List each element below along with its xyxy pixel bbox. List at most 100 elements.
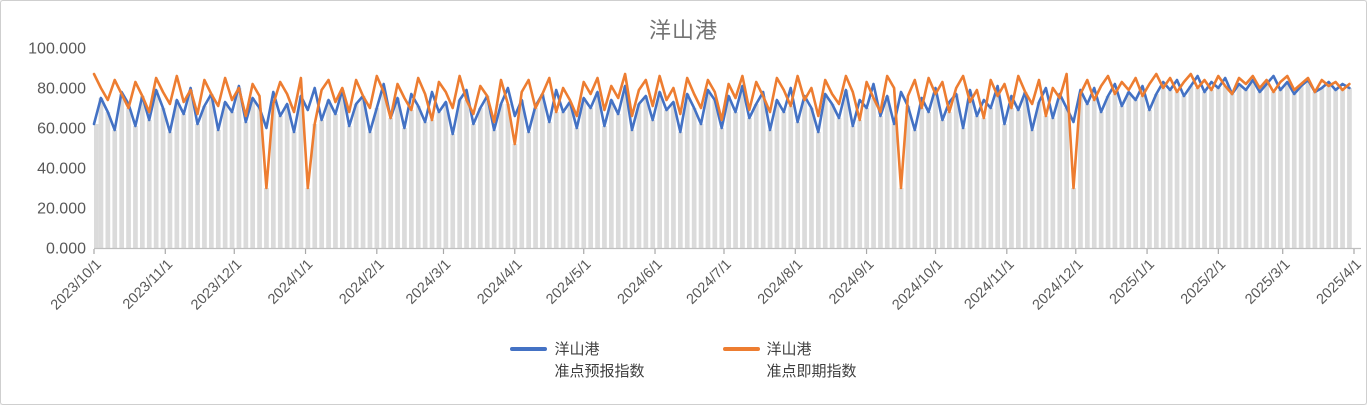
- x-tick-label: 2024/3/1: [403, 257, 454, 308]
- x-tick-label: 2024/10/1: [889, 257, 946, 314]
- drop-line-bar: [305, 188, 311, 248]
- drop-line-bar: [1298, 86, 1304, 248]
- drop-line-bar: [381, 92, 387, 248]
- drop-line-bar: [1216, 88, 1221, 248]
- legend-label-line1: 洋山港: [554, 341, 600, 358]
- drop-line-bar: [1009, 108, 1014, 248]
- drop-line-bar: [995, 96, 1000, 248]
- drop-line-bar: [1078, 94, 1083, 248]
- drop-line-bar: [581, 98, 587, 248]
- drop-line-bar: [1016, 110, 1021, 248]
- drop-line-bar: [560, 112, 566, 248]
- x-tick-label: 2024/2/1: [336, 257, 387, 308]
- drop-line-bar: [705, 90, 711, 248]
- drop-line-bar: [526, 132, 531, 248]
- drop-line-bar: [209, 94, 214, 248]
- drop-line-bar: [1167, 90, 1173, 248]
- drop-line-bar: [981, 118, 987, 248]
- drop-line-bar: [871, 98, 876, 248]
- drop-line-bar: [843, 90, 849, 248]
- drop-line-bar: [277, 116, 283, 248]
- drop-line-bar: [760, 96, 766, 248]
- drop-line-bar: [153, 90, 159, 248]
- drop-line-bar: [733, 112, 738, 248]
- legend-label-line1: 洋山港: [766, 341, 812, 358]
- drop-line-bar: [174, 100, 180, 248]
- drop-line-bar: [1319, 88, 1325, 248]
- drop-line-bar: [740, 86, 745, 248]
- drop-line-bar: [1312, 92, 1318, 248]
- y-tick-label: 100.000: [28, 41, 86, 58]
- drop-line-bar: [553, 112, 559, 248]
- drop-line-bar: [609, 100, 614, 248]
- legend: 洋山港 准点预报指数 洋山港 准点即期指数: [1, 339, 1366, 383]
- drop-line-bar: [215, 130, 221, 248]
- drop-line-bar: [774, 100, 780, 248]
- drop-line-bar: [1326, 86, 1332, 248]
- drop-line-bar: [850, 126, 856, 248]
- drop-line-bar: [1181, 96, 1187, 248]
- drop-line-bar: [1188, 86, 1194, 248]
- drop-line-bar: [1112, 94, 1118, 248]
- drop-line-bar: [905, 106, 911, 248]
- drop-line-bar: [160, 108, 166, 248]
- drop-line-bar: [140, 96, 145, 248]
- y-tick-label: 60.000: [37, 121, 86, 138]
- drop-line-bar: [802, 100, 807, 248]
- drop-line-bar: [533, 108, 538, 248]
- drop-line-bar: [891, 124, 897, 248]
- drop-line-bar: [1098, 112, 1104, 248]
- drop-line-bar: [505, 104, 511, 248]
- drop-line-bar: [574, 128, 580, 248]
- x-tick-label: 2025/3/1: [1242, 257, 1293, 308]
- drop-line-bar: [367, 132, 373, 248]
- drop-line-bar: [1057, 98, 1063, 248]
- legend-item-forecast-index: 洋山港 准点预报指数: [510, 339, 645, 383]
- drop-line-bar: [229, 112, 235, 248]
- x-tick-label: 2024/5/1: [543, 257, 594, 308]
- x-tick-label: 2024/1/1: [265, 257, 316, 308]
- drop-line-bar: [1209, 90, 1214, 248]
- drop-line-bar: [353, 104, 359, 248]
- drop-line-bar: [602, 126, 607, 248]
- drop-line-bar: [1236, 84, 1242, 248]
- drop-line-bar: [243, 122, 249, 248]
- drop-line-bar: [298, 96, 304, 248]
- legend-item-spot-index: 洋山港 准点即期指数: [722, 339, 857, 383]
- drop-line-bar: [898, 188, 904, 248]
- drop-line-bar: [857, 120, 863, 248]
- drop-line-bar: [478, 108, 483, 248]
- drop-line-bar: [822, 94, 828, 248]
- drop-line-bar: [250, 98, 255, 248]
- drop-line-bar: [1133, 100, 1138, 248]
- drop-line-bar: [567, 102, 573, 248]
- drop-line-bar: [271, 104, 276, 248]
- drop-line-bar: [484, 96, 490, 248]
- drop-line-bar: [622, 86, 628, 248]
- drop-line-bar: [312, 124, 318, 248]
- x-tick-label: 2023/11/1: [120, 257, 176, 313]
- drop-line-bar: [1333, 90, 1338, 248]
- drop-line-bar: [1160, 88, 1166, 248]
- drop-line-bar: [1147, 110, 1152, 248]
- drop-line-bar: [1154, 94, 1159, 248]
- drop-line-bar: [1229, 94, 1235, 248]
- chart-title: 洋山港: [648, 18, 718, 43]
- drop-line-bar: [588, 108, 593, 248]
- drop-line-bar: [691, 108, 697, 248]
- drop-line-bar: [1002, 124, 1007, 248]
- drop-line-bar: [291, 132, 297, 248]
- drop-line-bar: [1243, 90, 1249, 248]
- drop-line-bar: [974, 116, 980, 248]
- drop-line-bar: [1022, 92, 1028, 248]
- y-tick-label: 40.000: [37, 161, 86, 178]
- drop-line-bar: [967, 102, 973, 248]
- drop-line-bar: [629, 130, 635, 248]
- series-line-spot-index: [92, 72, 1351, 190]
- drop-line-bar: [1119, 106, 1125, 248]
- drop-line-bar: [284, 104, 290, 248]
- x-tick-label: 2025/2/1: [1178, 257, 1229, 308]
- drop-line-bar: [333, 114, 338, 248]
- x-tick-label: 2023/12/1: [188, 257, 245, 314]
